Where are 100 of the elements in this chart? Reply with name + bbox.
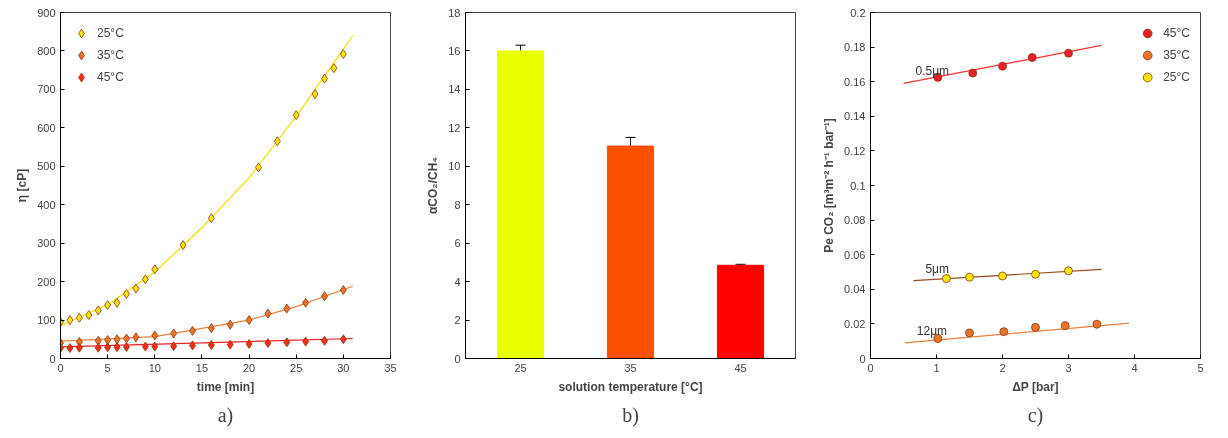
y-tick-label: 0.2 — [850, 6, 866, 19]
x-tick-label: 4 — [1131, 361, 1138, 374]
point — [339, 49, 347, 59]
point — [330, 63, 338, 74]
point — [179, 240, 187, 250]
point — [226, 319, 234, 330]
bar — [606, 145, 655, 359]
point — [1064, 48, 1073, 58]
y-tick-label: 16 — [448, 44, 461, 57]
y-tick-label: 300 — [37, 237, 56, 250]
y-tick-label: 0.08 — [844, 214, 866, 227]
x-tick-label: 2 — [999, 361, 1006, 374]
point — [94, 305, 102, 316]
y-tick-label: 0.02 — [844, 317, 866, 330]
point — [311, 89, 319, 99]
point — [339, 334, 347, 345]
y-tick-label: 0 — [49, 352, 56, 365]
x-tick-label: 35 — [624, 361, 637, 374]
point — [151, 341, 159, 352]
legend-label: 25°C — [97, 26, 124, 40]
y-tick-label: 0.16 — [844, 75, 866, 88]
y-tick-label: 6 — [454, 237, 461, 250]
point — [1031, 269, 1040, 279]
x-tick-label: 15 — [195, 361, 209, 374]
point — [132, 283, 140, 294]
legend-label: 45°C — [1163, 26, 1190, 40]
series-label: 0.5μm — [915, 64, 950, 79]
x-tick-label: 5 — [1197, 361, 1204, 374]
y-tick-label: 0.18 — [844, 41, 866, 54]
point — [207, 323, 215, 334]
legend-label: 25°C — [1163, 70, 1190, 84]
point — [66, 343, 74, 354]
point — [207, 213, 215, 224]
x-tick-label: 10 — [148, 361, 161, 374]
x-tick-label: 25 — [290, 361, 303, 374]
series-label: 12μm — [916, 323, 948, 338]
x-tick-label: 3 — [1065, 361, 1072, 374]
point — [104, 300, 112, 310]
point — [302, 297, 310, 308]
y-tick-label: 2 — [454, 314, 461, 327]
y-tick-label: 0.12 — [844, 144, 866, 157]
point — [75, 312, 83, 323]
x-tick-label: 35 — [384, 361, 397, 374]
point — [66, 315, 74, 325]
point — [264, 308, 272, 319]
point — [264, 338, 272, 349]
y-tick-label: 12 — [448, 121, 461, 134]
point — [170, 341, 178, 352]
y-tick-label: 18 — [448, 6, 461, 19]
point — [104, 342, 112, 353]
legend-label: 45°C — [97, 70, 124, 84]
x-axis-title: ΔP [bar] — [1012, 379, 1059, 394]
x-tick-label: 20 — [242, 361, 256, 374]
point — [245, 315, 253, 325]
y-axis-title: Pe CO₂ [m³m⁻² h⁻¹ bar⁻¹] — [822, 118, 837, 253]
point — [999, 327, 1009, 337]
legend-label: 35°C — [1163, 48, 1190, 62]
x-tick-label: 30 — [337, 361, 350, 374]
x-tick-label: 1 — [933, 361, 940, 374]
point — [170, 328, 178, 339]
series-label: 5μm — [925, 261, 949, 276]
point — [226, 339, 234, 350]
y-tick-label: 0 — [454, 352, 461, 365]
point — [998, 271, 1007, 281]
point — [1060, 321, 1070, 331]
y-tick-label: 10 — [448, 160, 461, 173]
point — [998, 61, 1007, 71]
point — [113, 342, 121, 353]
x-tick-label: 0 — [867, 361, 874, 374]
y-tick-label: 800 — [37, 44, 56, 57]
y-axis-title: η [cP] — [15, 168, 30, 203]
point — [302, 336, 310, 347]
y-axis-title: αCO₂/CH₄ — [426, 156, 441, 215]
text: a) — [217, 403, 234, 427]
y-tick-label: 0.04 — [844, 283, 866, 296]
x-tick-label: 45 — [734, 361, 747, 374]
point — [132, 332, 140, 343]
y-tick-label: 4 — [454, 275, 461, 288]
y-tick-label: 700 — [37, 83, 56, 96]
y-tick-label: 500 — [37, 160, 56, 173]
point — [283, 303, 291, 314]
bar — [496, 50, 545, 359]
y-tick-label: 0.14 — [844, 110, 866, 123]
text: b) — [622, 403, 639, 427]
y-tick-label: 900 — [37, 6, 56, 19]
point — [151, 330, 159, 341]
x-tick-label: 25 — [514, 361, 527, 374]
point — [965, 328, 974, 338]
point — [1064, 266, 1073, 276]
y-tick-label: 0.1 — [850, 179, 866, 192]
point — [151, 264, 159, 275]
text: c) — [1027, 403, 1044, 427]
point — [207, 340, 215, 350]
legend-label: 35°C — [97, 48, 124, 62]
x-axis-title: solution temperature [°C] — [558, 379, 703, 394]
y-tick-label: 100 — [37, 314, 56, 327]
y-tick-label: 600 — [37, 121, 56, 134]
point — [968, 68, 978, 78]
point — [94, 335, 102, 346]
y-tick-label: 0.06 — [844, 248, 866, 261]
